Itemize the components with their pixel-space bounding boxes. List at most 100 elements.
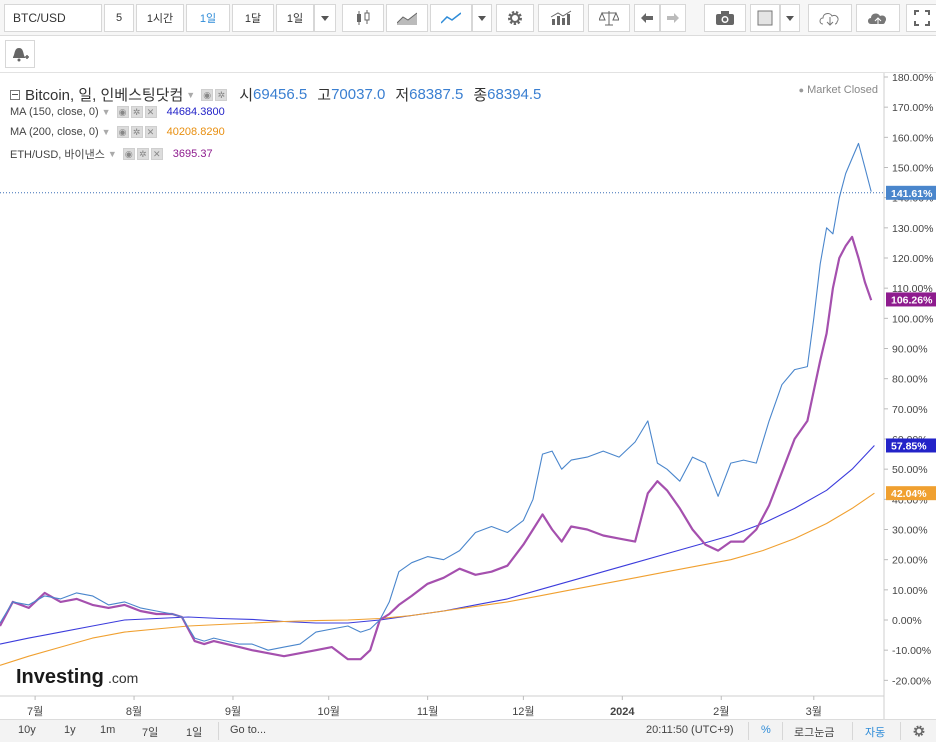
eth-legend: ETH/USD, 바이낸스 ▼ ◉ ✲ ✕ 3695.37	[10, 146, 213, 162]
market-status-text: Market Closed	[807, 84, 878, 96]
template-button[interactable]	[750, 4, 780, 32]
save-layout-button[interactable]	[856, 4, 900, 32]
logo-suffix: .com	[108, 670, 138, 686]
chevron-down-icon	[478, 15, 486, 21]
gear-icon[interactable]: ✲	[136, 148, 149, 160]
eye-icon[interactable]: ◉	[122, 148, 135, 160]
x-tick-label: 12월	[512, 705, 534, 718]
line-style-button[interactable]	[430, 4, 472, 32]
y-tick-label: 180.00%	[892, 73, 933, 84]
chevron-down-icon[interactable]: ▼	[186, 89, 196, 100]
template-dropdown-button[interactable]	[780, 4, 800, 32]
range-1m-button[interactable]: 1m	[100, 724, 116, 736]
y-tick-label: 20.00%	[892, 555, 928, 567]
x-tick-label: 7월	[27, 705, 43, 718]
candlestick-icon	[357, 10, 370, 25]
interval-range-button[interactable]: 1일	[276, 4, 314, 32]
gear-icon[interactable]: ✲	[130, 106, 143, 118]
log-scale-toggle[interactable]: 로그눈금	[794, 727, 835, 739]
eye-icon[interactable]: ◉	[201, 88, 214, 101]
series-line-ma-200-close-0-	[0, 492, 875, 666]
series-line-ma-150-close-0-	[0, 445, 875, 645]
ma200-legend: MA (200, close, 0) ▼ ◉ ✲ ✕ 40208.8290	[10, 126, 225, 138]
ma200-value: 40208.8290	[166, 126, 225, 138]
chevron-down-icon[interactable]: ▼	[101, 127, 111, 137]
x-tick-label: 10월	[318, 705, 340, 718]
logo-text: Investing	[16, 666, 104, 688]
gear-icon[interactable]	[912, 724, 926, 738]
last-value-label: 106.26%	[891, 294, 933, 306]
undo-button[interactable]	[634, 4, 660, 32]
interval-dropdown-button[interactable]	[314, 4, 336, 32]
chevron-down-icon[interactable]: ▼	[101, 107, 111, 117]
series-layer	[0, 142, 875, 666]
settings-button[interactable]	[496, 4, 534, 32]
x-tick-label: 8월	[126, 705, 142, 718]
goto-date-button[interactable]: Go to...	[230, 724, 267, 736]
range-1d-button[interactable]: 1일	[186, 727, 203, 739]
dot-icon: ●	[798, 85, 805, 95]
close-label: 종	[473, 87, 488, 104]
candlestick-style-button[interactable]	[342, 4, 384, 32]
x-tick-label: 9월	[225, 705, 241, 718]
eth-label: ETH/USD, 바이낸스	[10, 149, 105, 161]
load-layout-button[interactable]	[808, 4, 852, 32]
y-tick-label: 100.00%	[892, 313, 933, 325]
interval-5-button[interactable]: 5	[104, 4, 134, 32]
eye-icon[interactable]: ◉	[116, 126, 129, 138]
divider	[748, 722, 749, 740]
range-7d-button[interactable]: 7일	[142, 727, 159, 739]
low-label: 저	[395, 87, 410, 104]
y-tick-label: 130.00%	[892, 223, 933, 235]
time-axis[interactable]: 7월 8월 9월 10월 11월 12월 2024 2월 3월	[27, 696, 822, 718]
ma150-value: 44684.3800	[166, 106, 225, 118]
close-icon[interactable]: ✕	[150, 148, 163, 160]
fullscreen-button[interactable]	[906, 4, 936, 32]
area-style-button[interactable]	[386, 4, 428, 32]
investing-logo: Investing .com	[16, 666, 138, 688]
compare-button[interactable]	[588, 4, 630, 32]
range-1y-button[interactable]: 1y	[64, 724, 76, 736]
price-chart[interactable]: -20.00%-10.00%0.00%10.00%20.00%30.00%40.…	[0, 73, 936, 719]
gear-icon[interactable]: ✲	[130, 126, 143, 138]
price-axis[interactable]: -20.00%-10.00%0.00%10.00%20.00%30.00%40.…	[884, 73, 933, 687]
x-tick-label: 3월	[806, 705, 822, 718]
collapse-legend-icon[interactable]	[10, 89, 20, 100]
close-icon[interactable]: ✕	[144, 106, 157, 118]
gear-icon[interactable]: ✲	[215, 88, 228, 101]
screenshot-button[interactable]	[704, 4, 746, 32]
chevron-down-icon[interactable]: ▼	[107, 149, 117, 159]
high-value: 70037.0	[331, 86, 386, 103]
redo-button[interactable]	[660, 4, 686, 32]
open-value: 69456.5	[253, 86, 308, 103]
last-value-label: 57.85%	[891, 440, 927, 452]
low-value: 68387.5	[409, 86, 464, 103]
symbol-input[interactable]: BTC/USD	[4, 4, 102, 32]
y-tick-label: 50.00%	[892, 464, 928, 476]
interval-1h-button[interactable]: 1시간	[136, 4, 184, 32]
ma200-label: MA (200, close, 0)	[10, 126, 99, 138]
cloud-download-icon	[819, 13, 839, 26]
y-tick-label: 80.00%	[892, 374, 928, 386]
indicators-button[interactable]	[538, 4, 584, 32]
close-icon[interactable]: ✕	[144, 126, 157, 138]
percent-scale-toggle[interactable]: %	[761, 724, 771, 736]
cloud-upload-icon	[868, 13, 887, 25]
series-line-bitcoin	[0, 142, 872, 651]
range-10y-button[interactable]: 10y	[18, 724, 36, 736]
auto-scale-toggle[interactable]: 자동	[865, 727, 886, 739]
high-label: 고	[317, 87, 332, 104]
chevron-down-icon	[786, 15, 794, 21]
y-tick-label: 170.00%	[892, 102, 933, 114]
y-tick-label: 150.00%	[892, 163, 933, 175]
fullscreen-icon	[913, 10, 930, 26]
eye-icon[interactable]: ◉	[116, 106, 129, 118]
interval-1mo-button[interactable]: 1달	[232, 4, 274, 32]
chart-style-dropdown-button[interactable]	[472, 4, 492, 32]
interval-1d-button[interactable]: 1일	[186, 4, 230, 32]
indicators-icon	[550, 10, 572, 25]
divider	[218, 722, 219, 740]
last-value-badge	[886, 292, 936, 307]
y-tick-label: 0.00%	[892, 615, 922, 627]
add-alert-button[interactable]	[5, 40, 35, 68]
